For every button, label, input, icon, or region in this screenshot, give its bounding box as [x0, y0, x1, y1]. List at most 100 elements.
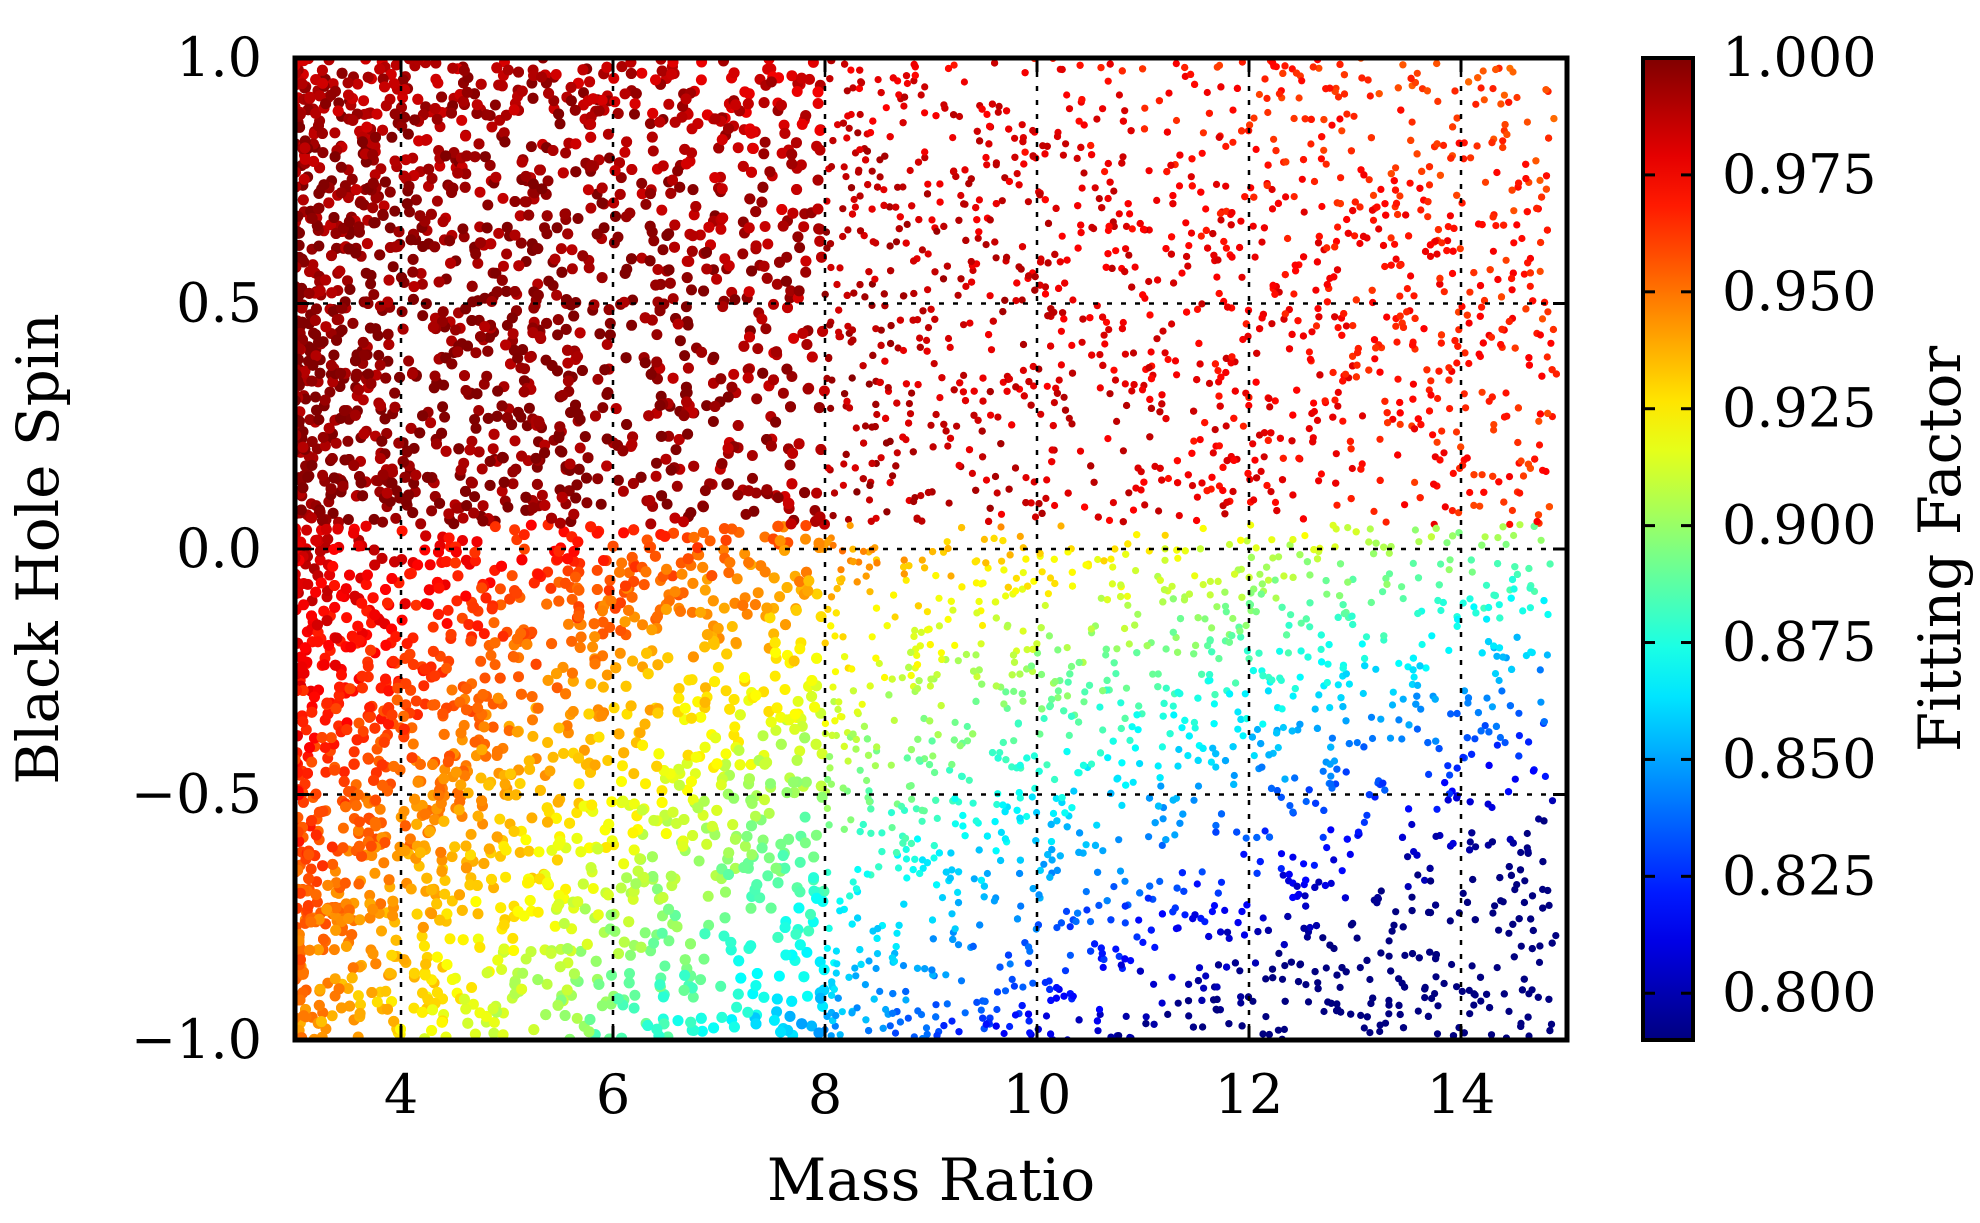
scatter-point	[1342, 322, 1350, 330]
scatter-point	[921, 83, 929, 91]
scatter-point	[1505, 929, 1513, 937]
scatter-point	[1096, 351, 1104, 359]
scatter-point	[808, 872, 820, 884]
scatter-point	[824, 464, 832, 472]
scatter-point	[944, 615, 952, 624]
scatter-point	[1319, 833, 1327, 842]
scatter-point	[1100, 331, 1108, 339]
scatter-point	[602, 128, 614, 140]
scatter-point	[1487, 333, 1496, 341]
scatter-point	[702, 890, 714, 902]
scatter-point	[708, 351, 720, 363]
scatter-point	[1041, 283, 1050, 291]
scatter-point	[337, 822, 349, 834]
scatter-point	[1217, 216, 1225, 224]
scatter-point	[1332, 237, 1341, 245]
scatter-point	[645, 518, 657, 530]
scatter-point	[982, 241, 990, 249]
scatter-point	[1239, 732, 1247, 740]
scatter-point	[1275, 553, 1283, 561]
scatter-point	[880, 186, 888, 194]
scatter-point	[1415, 538, 1423, 546]
scatter-point	[933, 814, 941, 823]
scatter-point	[799, 837, 811, 849]
scatter-point	[1290, 290, 1298, 298]
scatter-point	[1239, 422, 1247, 430]
scatter-point	[326, 1010, 338, 1022]
scatter-point	[615, 882, 627, 894]
scatter-point	[865, 957, 873, 965]
scatter-point	[1099, 847, 1107, 855]
scatter-point	[396, 120, 408, 132]
scatter-point	[518, 529, 530, 541]
scatter-point	[520, 834, 532, 846]
scatter-point	[873, 950, 882, 958]
scatter-point	[1109, 499, 1117, 507]
scatter-point	[731, 1001, 743, 1013]
scatter-point	[1271, 397, 1279, 405]
scatter-point	[571, 807, 583, 819]
scatter-point	[1249, 997, 1257, 1005]
scatter-point	[1296, 673, 1304, 681]
scatter-point	[497, 1029, 509, 1040]
scatter-point	[536, 489, 548, 501]
scatter-point	[1322, 160, 1330, 168]
scatter-point	[562, 565, 574, 577]
scatter-point	[1470, 603, 1478, 611]
scatter-point	[917, 492, 925, 500]
scatter-point	[526, 812, 538, 824]
scatter-point	[903, 220, 911, 228]
scatter-point	[1317, 155, 1325, 163]
scatter-point	[551, 682, 563, 694]
scatter-point	[439, 875, 451, 886]
scatter-point	[1344, 524, 1352, 532]
scatter-point	[973, 609, 981, 617]
scatter-point	[838, 1008, 846, 1016]
scatter-point	[1125, 489, 1133, 497]
scatter-point	[1317, 645, 1325, 654]
scatter-point	[1441, 503, 1449, 511]
scatter-point	[800, 776, 812, 788]
scatter-point	[1490, 421, 1498, 429]
scatter-point	[308, 128, 320, 140]
scatter-point	[656, 927, 668, 939]
scatter-point	[1502, 540, 1510, 549]
scatter-point	[1456, 245, 1464, 253]
scatter-point	[1281, 962, 1289, 970]
scatter-point	[1202, 205, 1210, 213]
scatter-point	[1366, 1029, 1374, 1037]
scatter-point	[488, 1016, 500, 1028]
scatter-point	[1424, 213, 1432, 221]
scatter-point	[1536, 331, 1544, 339]
scatter-point	[1082, 841, 1090, 849]
scatter-point	[1396, 420, 1404, 428]
scatter-point	[1365, 176, 1373, 184]
scatter-point	[1006, 960, 1014, 968]
scatter-point	[1492, 222, 1500, 230]
scatter-point	[1124, 601, 1132, 609]
scatter-point	[463, 619, 475, 630]
scatter-point	[1336, 983, 1344, 992]
scatter-point	[544, 765, 556, 777]
scatter-point	[1198, 868, 1206, 876]
scatter-point	[358, 95, 370, 107]
scatter-point	[500, 871, 512, 883]
scatter-point	[792, 695, 804, 707]
scatter-point	[1297, 619, 1305, 627]
scatter-point	[497, 630, 509, 642]
scatter-point	[1302, 981, 1310, 989]
scatter-point	[758, 148, 770, 160]
scatter-point	[1449, 469, 1457, 477]
scatter-point	[769, 670, 781, 682]
scatter-point	[1366, 525, 1374, 533]
scatter-point	[1433, 805, 1441, 813]
scatter-point	[877, 326, 885, 334]
scatter-point	[428, 382, 440, 394]
scatter-point	[1334, 681, 1342, 689]
scatter-point	[386, 131, 398, 143]
scatter-point	[427, 621, 439, 633]
scatter-point	[1229, 614, 1237, 623]
scatter-point	[1347, 921, 1355, 929]
scatter-point	[400, 154, 412, 166]
scatter-point	[926, 682, 935, 690]
